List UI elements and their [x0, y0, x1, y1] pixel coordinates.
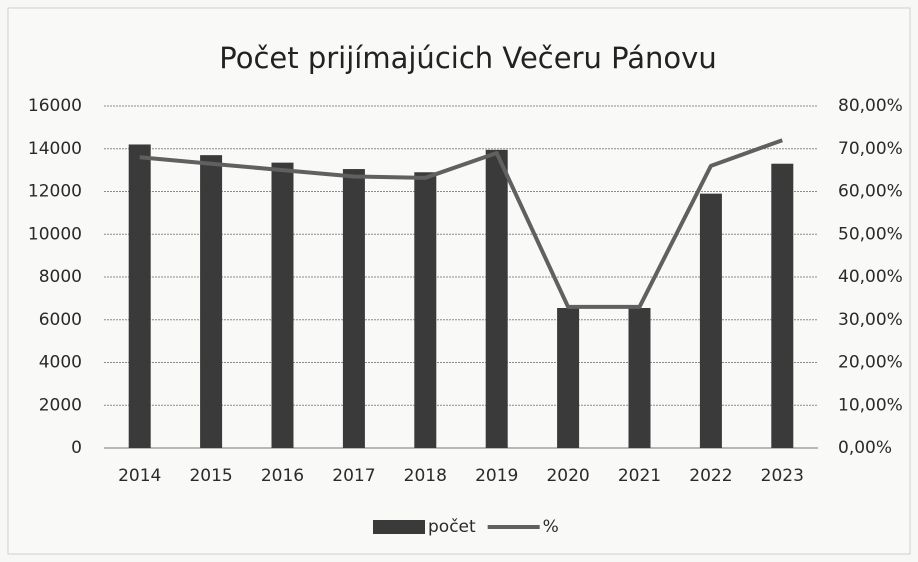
y2-tick-label: 20,00%: [838, 353, 903, 373]
line: [139, 138, 783, 309]
y-tick-label: 12000: [28, 182, 82, 202]
y2-tick-label: 50,00%: [838, 224, 903, 244]
bar: [342, 169, 365, 448]
x-tick-label: 2019: [475, 466, 518, 486]
bar: [557, 307, 580, 448]
y2-tick-label: 30,00%: [838, 310, 903, 330]
x-tick-label: 2016: [261, 466, 304, 486]
bar: [200, 155, 223, 448]
legend-swatch: [373, 520, 425, 534]
y2-tick-label: 10,00%: [838, 395, 903, 415]
y-tick-label: 4000: [39, 353, 82, 373]
bar: [771, 163, 794, 448]
x-tick-label: 2017: [332, 466, 375, 486]
chart-title: Počet prijímajúcich Večeru Pánovu: [219, 41, 716, 75]
x-tick-label: 2018: [404, 466, 447, 486]
x-tick-label: 2014: [118, 466, 161, 486]
y2-tick-label: 70,00%: [838, 139, 903, 159]
y-tick-label: 10000: [28, 224, 82, 244]
bar: [128, 144, 151, 448]
x-tick-label: 2022: [689, 466, 732, 486]
x-tick-label: 2015: [189, 466, 232, 486]
y-tick-label: 16000: [28, 96, 82, 116]
x-tick-label: 2021: [618, 466, 661, 486]
y-tick-label: 0: [71, 438, 82, 458]
bar: [485, 149, 508, 448]
y-tick-label: 8000: [39, 267, 82, 287]
y-tick-label: 14000: [28, 139, 82, 159]
x-tick-label: 2020: [546, 466, 589, 486]
y2-tick-label: 0,00%: [838, 438, 892, 458]
bar: [699, 193, 722, 448]
bar: [628, 307, 651, 448]
chart-frame: [7, 7, 911, 555]
y2-tick-label: 80,00%: [838, 96, 903, 116]
x-tick-label: 2023: [761, 466, 804, 486]
y-tick-label: 2000: [39, 395, 82, 415]
bar: [271, 162, 294, 449]
bar: [414, 172, 437, 448]
y2-tick-label: 40,00%: [838, 267, 903, 287]
y2-tick-label: 60,00%: [838, 182, 903, 202]
legend-label: počet: [428, 517, 476, 537]
y-tick-label: 6000: [39, 310, 82, 330]
legend-label: %: [543, 517, 559, 537]
